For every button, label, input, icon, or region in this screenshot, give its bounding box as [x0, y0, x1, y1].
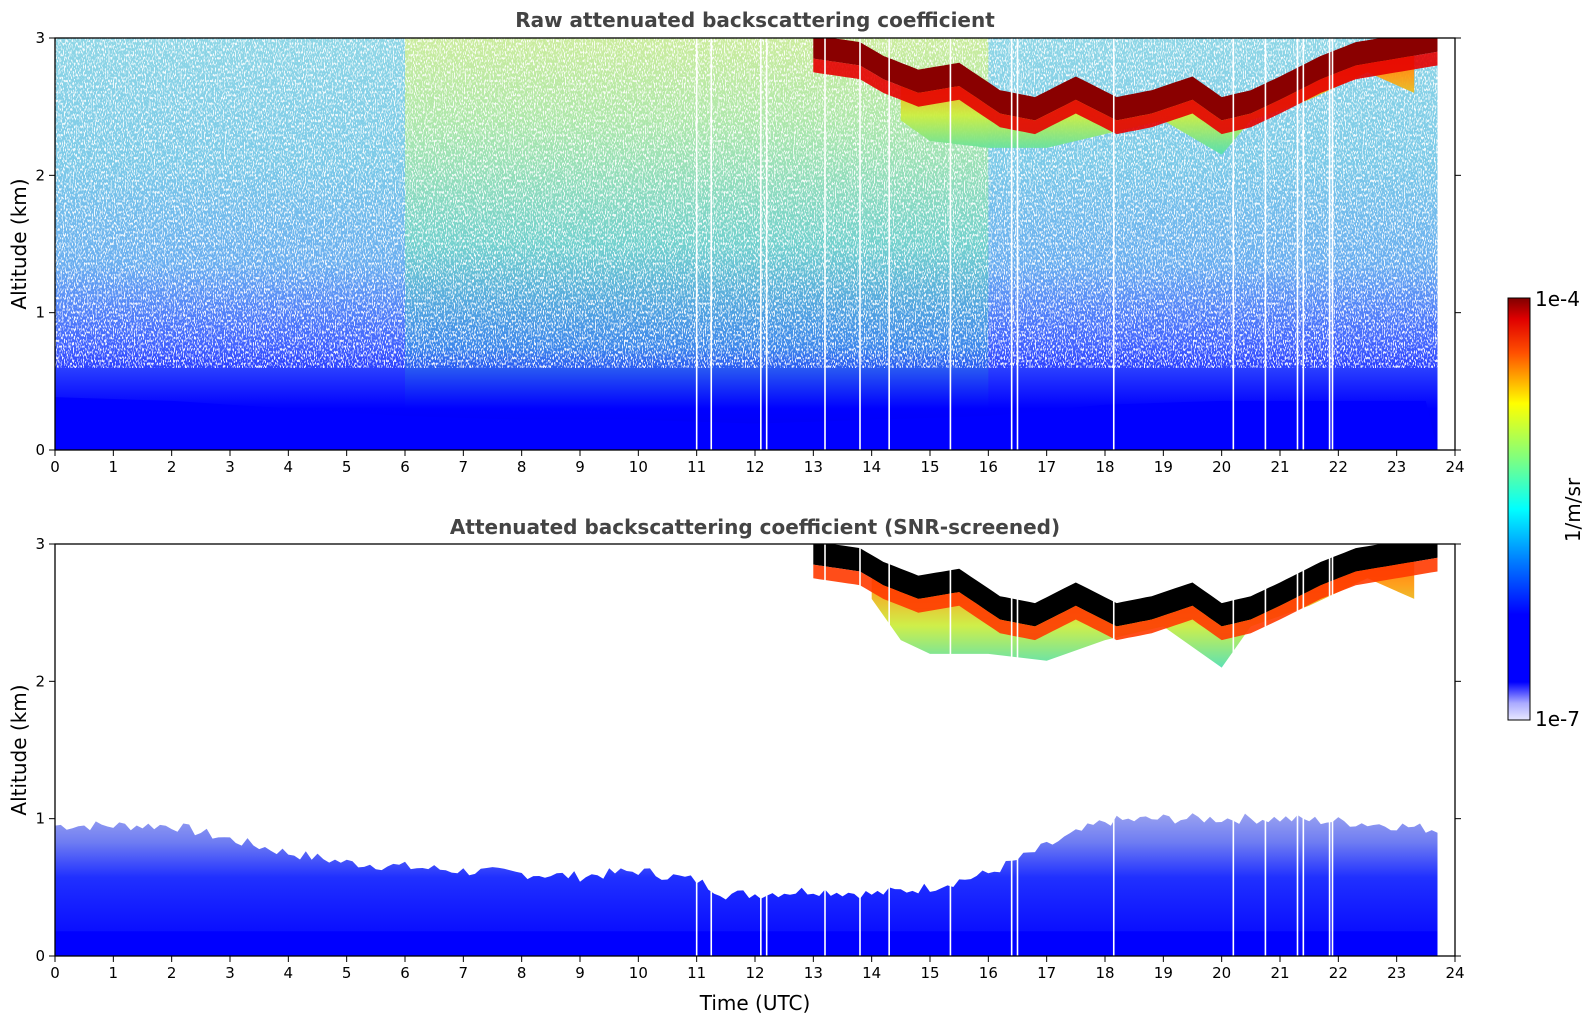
y-tick-label: 0 — [35, 947, 45, 965]
y-tick-label: 1 — [35, 304, 45, 322]
snr-panel-title: Attenuated backscattering coefficient (S… — [450, 515, 1060, 539]
cloud-core-edge — [813, 557, 1438, 641]
y-tick-label: 3 — [35, 29, 45, 47]
x-tick-label: 17 — [1037, 964, 1056, 982]
x-tick-label: 8 — [517, 458, 527, 476]
x-tick-label: 8 — [517, 964, 527, 982]
x-tick-label: 3 — [225, 458, 235, 476]
x-tick-label: 4 — [284, 458, 294, 476]
y-tick-label: 0 — [35, 441, 45, 459]
x-tick-label: 18 — [1095, 964, 1114, 982]
snr-boundary-layer — [55, 813, 1438, 956]
x-tick-label: 11 — [687, 458, 706, 476]
raw-panel-title: Raw attenuated backscattering coefficien… — [515, 8, 995, 32]
x-tick-label: 0 — [50, 458, 60, 476]
raw-backscatter-panel: Raw attenuated backscattering coefficien… — [7, 8, 1465, 476]
x-tick-label: 24 — [1445, 964, 1464, 982]
x-tick-label: 12 — [745, 458, 764, 476]
y-tick-label: 2 — [35, 166, 45, 184]
x-tick-label: 3 — [225, 964, 235, 982]
raw-y-axis-label: Altitude (km) — [7, 178, 31, 309]
cloud-dense-core — [813, 544, 1438, 627]
x-tick-label: 6 — [400, 964, 410, 982]
snr-x-axis: 0 1 2 3 4 5 6 7 8 9 10 11 12 13 14 15 16 17 18 19 20 21 22 23 24 — [50, 956, 1465, 982]
cloud-dense-core — [813, 38, 1438, 121]
x-tick-label: 13 — [804, 458, 823, 476]
x-tick-label: 23 — [1387, 964, 1406, 982]
colorbar: 1e-4 1e-7 1/m/sr — [1507, 287, 1585, 731]
x-tick-label: 20 — [1212, 458, 1231, 476]
x-tick-label: 2 — [167, 964, 177, 982]
raw-x-axis: 0 1 2 3 4 5 6 7 8 9 10 11 12 13 14 15 16 17 18 19 20 21 22 23 24 — [50, 450, 1465, 476]
x-tick-label: 24 — [1445, 458, 1464, 476]
x-tick-label: 16 — [979, 458, 998, 476]
x-tick-label: 14 — [862, 458, 881, 476]
x-tick-label: 23 — [1387, 458, 1406, 476]
x-tick-label: 15 — [920, 964, 939, 982]
colorbar-gradient — [1507, 297, 1531, 721]
x-tick-label: 10 — [629, 458, 648, 476]
x-tick-label: 18 — [1095, 458, 1114, 476]
x-tick-label: 11 — [687, 964, 706, 982]
x-tick-label: 16 — [979, 964, 998, 982]
x-tick-label: 14 — [862, 964, 881, 982]
colorbar-units-label: 1/m/sr — [1561, 477, 1585, 542]
x-tick-label: 10 — [629, 964, 648, 982]
colorbar-min-label: 1e-7 — [1535, 707, 1580, 731]
colorbar-max-label: 1e-4 — [1535, 287, 1580, 311]
y-tick-label: 2 — [35, 672, 45, 690]
x-tick-label: 0 — [50, 964, 60, 982]
snr-heatmap — [55, 544, 1438, 956]
x-tick-label: 19 — [1154, 964, 1173, 982]
snr-surface-layer — [55, 931, 1438, 956]
x-tick-label: 22 — [1329, 458, 1348, 476]
x-tick-label: 21 — [1270, 964, 1289, 982]
y-tick-label: 1 — [35, 810, 45, 828]
x-tick-label: 7 — [459, 964, 469, 982]
raw-noise-speckle — [55, 38, 1438, 368]
snr-y-axis-label: Altitude (km) — [7, 684, 31, 815]
snr-y-axis: 0 1 2 3 — [35, 535, 1461, 965]
x-tick-label: 15 — [920, 458, 939, 476]
x-tick-label: 5 — [342, 964, 352, 982]
x-tick-label: 12 — [745, 964, 764, 982]
snr-screened-panel: Attenuated backscattering coefficient (S… — [7, 515, 1465, 1015]
x-tick-label: 13 — [804, 964, 823, 982]
x-tick-label: 19 — [1154, 458, 1173, 476]
x-tick-label: 9 — [575, 458, 585, 476]
x-tick-label: 21 — [1270, 458, 1289, 476]
x-tick-label: 4 — [284, 964, 294, 982]
y-tick-label: 3 — [35, 535, 45, 553]
x-tick-label: 7 — [459, 458, 469, 476]
x-tick-label: 17 — [1037, 458, 1056, 476]
raw-heatmap — [55, 38, 1438, 450]
x-tick-label: 20 — [1212, 964, 1231, 982]
raw-boundary-layer — [55, 397, 1438, 450]
x-tick-label: 1 — [109, 458, 119, 476]
cloud-core-edge — [813, 51, 1438, 135]
x-tick-label: 1 — [109, 964, 119, 982]
time-axis-label: Time (UTC) — [699, 991, 811, 1015]
x-tick-label: 6 — [400, 458, 410, 476]
raw-y-axis: 0 1 2 3 — [35, 29, 1461, 459]
x-tick-label: 5 — [342, 458, 352, 476]
x-tick-label: 22 — [1329, 964, 1348, 982]
x-tick-label: 9 — [575, 964, 585, 982]
x-tick-label: 2 — [167, 458, 177, 476]
